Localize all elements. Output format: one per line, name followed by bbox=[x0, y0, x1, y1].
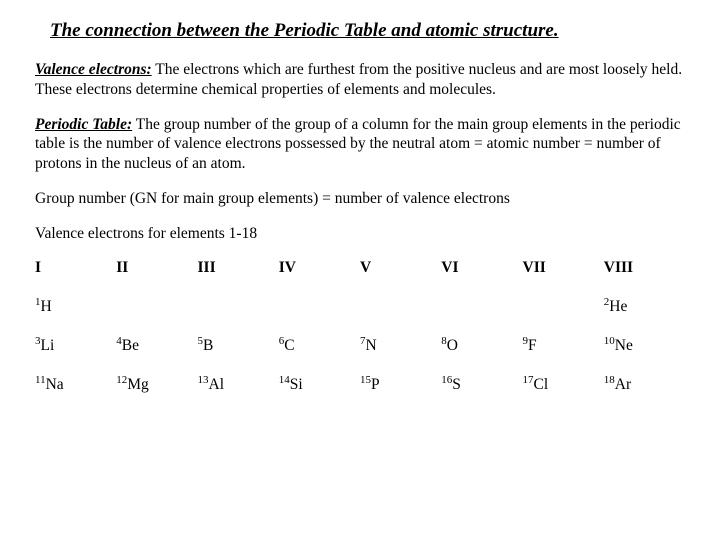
element-symbol: C bbox=[284, 337, 294, 354]
element-cell: 7N bbox=[360, 335, 441, 355]
table-header: III bbox=[198, 259, 279, 277]
table-header: VI bbox=[441, 259, 522, 277]
element-cell: 10Ne bbox=[604, 335, 685, 355]
element-symbol: F bbox=[528, 337, 537, 354]
element-cell: 13Al bbox=[198, 374, 279, 394]
element-cell: 9F bbox=[523, 335, 604, 355]
element-symbol: Mg bbox=[127, 376, 149, 393]
term-periodic-table: Periodic Table: bbox=[35, 116, 132, 133]
para-group-number: Group number (GN for main group elements… bbox=[35, 189, 685, 209]
atomic-number: 10 bbox=[604, 335, 615, 347]
elements-table: I II III IV V VI VII VIII 1H 2He 3Li 4Be… bbox=[35, 259, 685, 394]
element-symbol: P bbox=[371, 376, 380, 393]
element-cell: 2He bbox=[604, 296, 685, 316]
element-cell: 12Mg bbox=[116, 374, 197, 394]
element-symbol: Al bbox=[209, 376, 225, 393]
element-cell: 8O bbox=[441, 335, 522, 355]
element-cell: 1H bbox=[35, 296, 116, 316]
atomic-number: 11 bbox=[35, 374, 46, 386]
atomic-number: 16 bbox=[441, 374, 452, 386]
atomic-number: 13 bbox=[198, 374, 209, 386]
atomic-number: 14 bbox=[279, 374, 290, 386]
element-symbol: H bbox=[41, 298, 52, 315]
element-symbol: Cl bbox=[534, 376, 549, 393]
element-cell: 15P bbox=[360, 374, 441, 394]
element-symbol: Na bbox=[46, 376, 64, 393]
atomic-number: 17 bbox=[523, 374, 534, 386]
para-valence-1-18: Valence electrons for elements 1-18 bbox=[35, 224, 685, 244]
table-header: IV bbox=[279, 259, 360, 277]
atomic-number: 12 bbox=[116, 374, 127, 386]
term-valence-electrons: Valence electrons: bbox=[35, 61, 152, 78]
element-symbol: N bbox=[366, 337, 377, 354]
element-cell: 17Cl bbox=[523, 374, 604, 394]
table-header: II bbox=[116, 259, 197, 277]
element-cell: 16S bbox=[441, 374, 522, 394]
element-symbol: B bbox=[203, 337, 213, 354]
atomic-number: 18 bbox=[604, 374, 615, 386]
element-symbol: Si bbox=[290, 376, 303, 393]
element-symbol: Ar bbox=[615, 376, 631, 393]
element-cell: 14Si bbox=[279, 374, 360, 394]
element-cell: 4Be bbox=[116, 335, 197, 355]
element-cell: 5B bbox=[198, 335, 279, 355]
element-cell: 6C bbox=[279, 335, 360, 355]
table-header: VII bbox=[523, 259, 604, 277]
document-page: The connection between the Periodic Tabl… bbox=[0, 0, 720, 540]
element-symbol: S bbox=[452, 376, 461, 393]
para-periodic-table: Periodic Table: The group number of the … bbox=[35, 115, 685, 174]
page-title: The connection between the Periodic Tabl… bbox=[50, 20, 685, 42]
element-symbol: Ne bbox=[615, 337, 633, 354]
para2-text: The group number of the group of a colum… bbox=[35, 116, 681, 173]
table-header: VIII bbox=[604, 259, 685, 277]
element-cell: 11Na bbox=[35, 374, 116, 394]
element-symbol: Be bbox=[122, 337, 139, 354]
element-cell: 18Ar bbox=[604, 374, 685, 394]
element-symbol: O bbox=[447, 337, 458, 354]
element-symbol: He bbox=[609, 298, 627, 315]
para-valence-electrons: Valence electrons: The electrons which a… bbox=[35, 60, 685, 100]
element-cell: 3Li bbox=[35, 335, 116, 355]
element-symbol: Li bbox=[41, 337, 55, 354]
atomic-number: 15 bbox=[360, 374, 371, 386]
table-header: I bbox=[35, 259, 116, 277]
table-header: V bbox=[360, 259, 441, 277]
